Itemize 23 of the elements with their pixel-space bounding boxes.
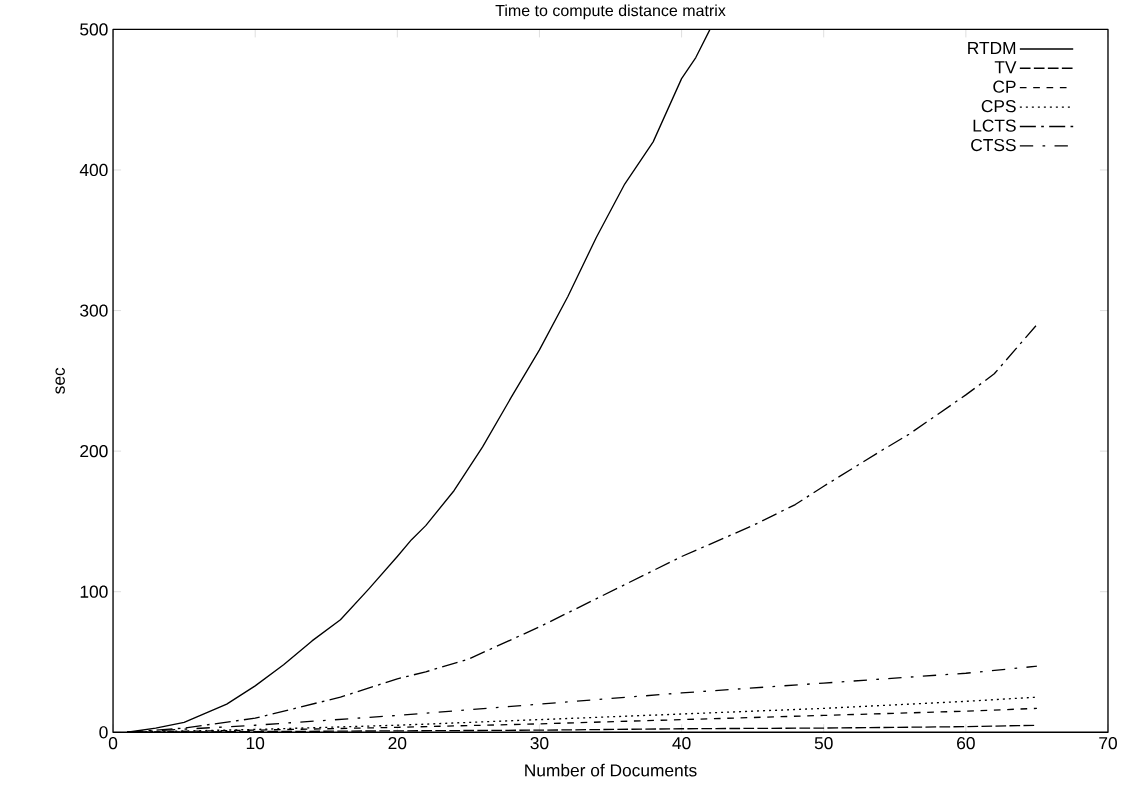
- chart-title: Time to compute distance matrix: [495, 4, 726, 20]
- legend-label: CP: [993, 80, 1016, 93]
- x-tick-label: 50: [814, 736, 833, 750]
- y-tick-label: 400: [79, 163, 108, 177]
- y-tick-label: 0: [99, 726, 108, 739]
- x-axis-title: Number of Documents: [525, 763, 697, 777]
- x-tick-label: 30: [530, 736, 549, 750]
- legend-label: TV: [994, 61, 1017, 74]
- x-tick-label: 40: [672, 736, 691, 750]
- legend-label: LCTS: [973, 119, 1016, 132]
- legend-label: CTSS: [971, 138, 1016, 152]
- y-tick-label: 300: [80, 304, 108, 317]
- legend-label: CPS: [981, 100, 1016, 113]
- x-tick-label: 20: [388, 736, 407, 750]
- y-tick-label: 200: [80, 445, 108, 458]
- y-axis-title: sec: [55, 367, 65, 394]
- x-tick-label: 0: [108, 736, 118, 750]
- x-tick-label: 10: [246, 736, 265, 750]
- y-tick-label: 100: [80, 585, 108, 598]
- x-tick-label: 60: [957, 736, 975, 750]
- x-tick-label: 70: [1099, 736, 1117, 750]
- legend-label: RTDM: [968, 42, 1016, 54]
- y-tick-label: 500: [80, 23, 108, 36]
